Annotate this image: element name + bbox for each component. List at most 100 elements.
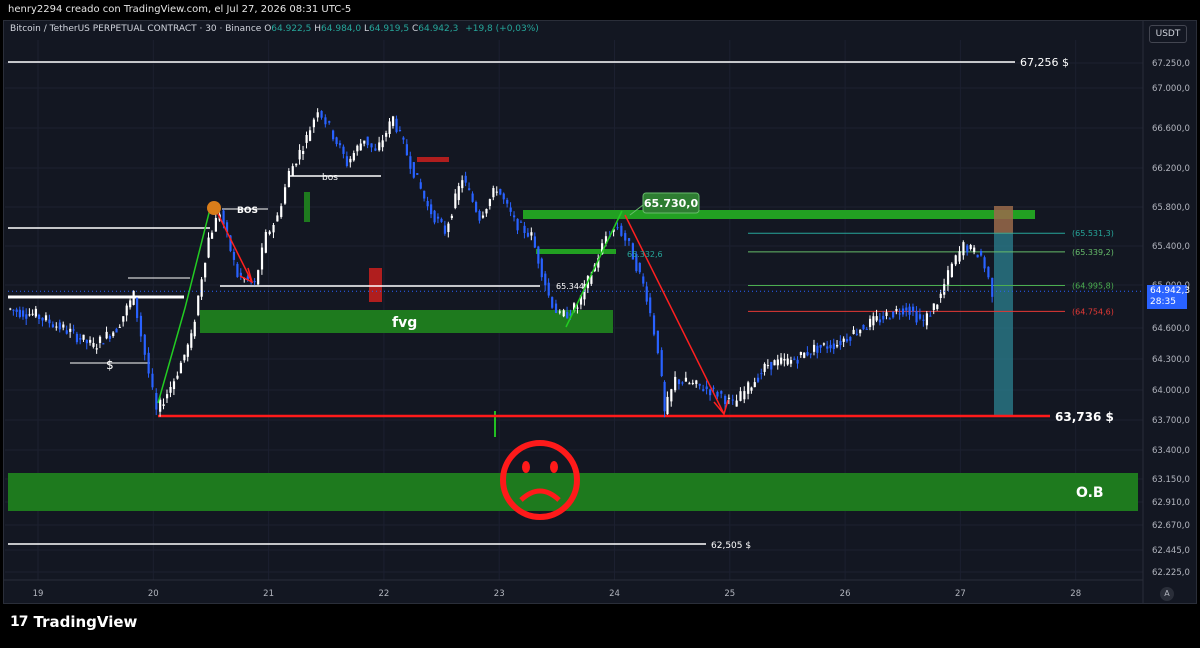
red-block [369,268,382,302]
candle-body [416,173,419,175]
candle-body [939,293,942,298]
candle-body [179,362,183,374]
candle-body [551,297,554,308]
candle-body [753,382,756,388]
candle-body [789,360,793,364]
candle-body [590,275,593,284]
candle-body [980,250,983,256]
candle-body [799,352,803,356]
candle-body [569,313,572,316]
candle-body [558,311,561,313]
candle-body [865,328,868,330]
candle-body [398,129,402,131]
liquidity-label: $ [106,358,114,372]
candle-body [338,143,342,146]
candle-body [481,215,485,218]
x-tick-label: 21 [263,589,274,599]
candle-body [105,331,108,339]
candle-body [969,245,972,250]
candle-body [922,319,925,321]
tradingview-wordmark: TradingView [33,613,138,631]
level-label-support: 63,736 $ [1055,410,1114,424]
candle-body [878,319,882,323]
candle-body [966,245,969,253]
candle-body [143,334,146,355]
auto-scale-button[interactable]: A [1160,587,1174,601]
candle-body [305,134,308,143]
last-price-tag: 64.942,3 28:35 [1147,285,1190,309]
candle-body [898,313,901,315]
candle-body [954,255,957,265]
y-tick-label: 62.225,0 [1152,568,1190,578]
candle-body [652,315,656,335]
candle-body [855,333,859,335]
candle-body [720,391,723,394]
footer-bar [0,604,1200,648]
candle-body [423,190,426,199]
candle-body [34,308,37,317]
candle-body [335,137,338,145]
bos-small-label: bos [322,173,338,183]
candle-body [82,334,85,340]
candle-body [129,300,132,308]
candle-body [523,225,526,233]
candle-body [147,352,150,374]
candle-body [430,204,433,215]
level-label-bottom: 62,505 $ [711,541,751,551]
candle-body [892,311,895,318]
candle-body [287,170,291,187]
candle-body [649,297,652,314]
candle-body [688,383,691,385]
candle-body [291,166,294,176]
currency-selector[interactable]: USDT [1149,25,1187,43]
candle-body [895,309,898,311]
candle-body [468,188,471,190]
candle-body [186,344,189,357]
red-mark [417,157,449,162]
candle-body [44,315,48,321]
level-small-label: 65.344 [556,282,584,291]
candle-body [562,310,565,317]
bullish-arrow [157,208,211,404]
candle-body [502,193,505,200]
candle-body [946,270,950,285]
candle-body [739,391,742,401]
y-tick-label: 63.400,0 [1152,446,1190,456]
candle-body [743,391,746,400]
candle-body [298,149,301,160]
candle-body [239,272,242,276]
candle-body [58,322,61,330]
candle-body [378,142,381,151]
fib-level-label: (65.339,2) [1072,248,1114,257]
candle-body [763,363,766,372]
candle-body [572,303,576,312]
candle-body [724,395,727,405]
y-tick-label: 62.445,0 [1152,546,1190,556]
candle-body [537,246,540,264]
candle-body [12,309,15,311]
candle-body [236,263,239,277]
candle-body [89,339,92,343]
candle-body [363,140,366,144]
candle-body [627,238,631,241]
close-label: C [411,24,419,34]
tradingview-logo[interactable]: 17 TradingView [10,613,137,631]
arrow-head [713,399,729,416]
candle-body [225,222,229,232]
y-tick-label: 64.000,0 [1152,386,1190,396]
candle-body [405,144,409,156]
candle-body [499,188,502,195]
mini-zone [536,249,616,254]
candle-body [474,201,478,212]
candle-body [852,329,855,335]
candle-body [660,350,663,377]
candle-body [169,386,172,393]
position-stop [994,206,1013,234]
bos-label: BOS [237,206,258,216]
candle-body [246,276,249,280]
candle-body [55,326,58,328]
x-tick-label: 26 [840,589,851,599]
fib-level-label: (65.531,3) [1072,229,1114,238]
callout-pointer [629,204,644,216]
